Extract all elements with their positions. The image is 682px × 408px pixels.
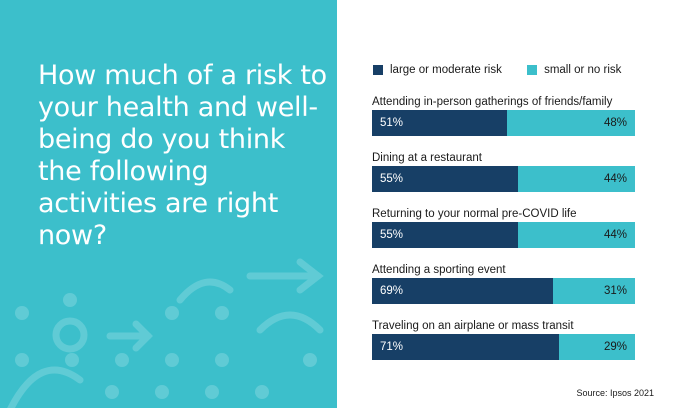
data-label: 31% — [603, 285, 627, 297]
data-label: 71% — [380, 341, 404, 353]
data-label: 55% — [380, 173, 404, 185]
left-panel: How much of a risk to your health and we… — [0, 0, 337, 408]
bar-row: Attending in-person gatherings of friend… — [372, 94, 635, 136]
headline: How much of a risk to your health and we… — [38, 60, 327, 251]
bar-segment-large-risk: 71% — [372, 334, 559, 360]
legend-swatch-small — [527, 65, 538, 75]
bar-row: Returning to your normal pre-COVID life 5… — [372, 206, 635, 248]
bar-segment-small-risk: 29% — [559, 334, 635, 360]
bar-segment-large-risk: 55% — [372, 166, 518, 192]
bar-segment-large-risk: 55% — [372, 222, 518, 248]
stacked-bar: 55% 44% — [372, 166, 635, 192]
data-label: 55% — [380, 229, 404, 241]
legend-label-small: small or no risk — [544, 64, 622, 76]
legend-label-large: large or moderate risk — [390, 64, 502, 76]
stacked-bar: 69% 31% — [372, 278, 635, 304]
legend-item-large: large or moderate risk — [373, 64, 502, 76]
data-label: 69% — [380, 285, 404, 297]
category-label: Attending a sporting event — [372, 264, 506, 276]
bar-segment-large-risk: 69% — [372, 278, 553, 304]
bar-row: Attending a sporting event 69% 31% — [372, 262, 635, 304]
data-label: 48% — [603, 117, 627, 129]
legend-swatch-large — [373, 65, 383, 75]
bar-segment-small-risk: 44% — [518, 166, 635, 192]
bar-segment-small-risk: 31% — [553, 278, 635, 304]
bar-segment-small-risk: 44% — [518, 222, 635, 248]
bar-row: Traveling on an airplane or mass transit… — [372, 318, 635, 360]
category-label: Attending in-person gatherings of friend… — [372, 96, 613, 108]
source-note: Source: Ipsos 2021 — [576, 388, 654, 398]
stacked-bar: 71% 29% — [372, 334, 635, 360]
legend: large or moderate risk small or no risk — [373, 64, 643, 78]
data-label: 29% — [603, 341, 627, 353]
decorative-pattern — [7, 258, 324, 408]
stacked-bar: 55% 44% — [372, 222, 635, 248]
data-label: 44% — [603, 173, 627, 185]
category-label: Returning to your normal pre-COVID life — [372, 208, 577, 220]
data-label: 44% — [603, 229, 627, 241]
data-label: 51% — [380, 117, 404, 129]
stacked-bar: 51% 48% — [372, 110, 635, 136]
legend-item-small: small or no risk — [527, 64, 621, 76]
category-label: Dining at a restaurant — [372, 152, 482, 164]
category-label: Traveling on an airplane or mass transit — [372, 320, 574, 332]
bar-segment-large-risk: 51% — [372, 110, 507, 136]
bar-row: Dining at a restaurant 55% 44% — [372, 150, 635, 192]
bar-segment-small-risk: 48% — [507, 110, 635, 136]
